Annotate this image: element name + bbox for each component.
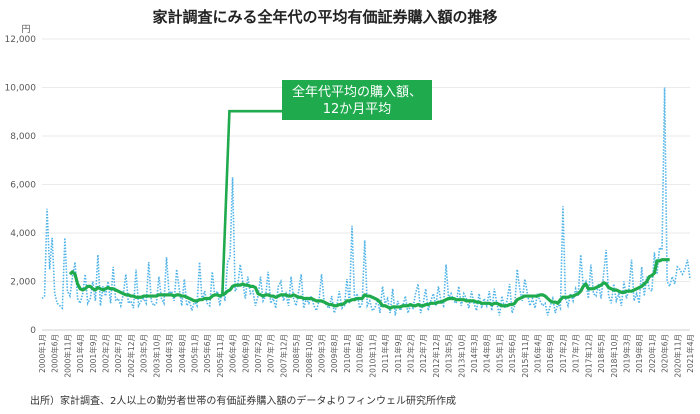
x-tick-label: 2008年10月	[304, 334, 314, 378]
x-tick-label: 2006年4月	[228, 334, 238, 373]
y-tick-label: 12,000	[5, 35, 37, 45]
x-tick-label: 2010年1月	[342, 334, 352, 373]
x-tick-label: 2019年3月	[621, 334, 631, 373]
callout-label: 12か月平均	[323, 102, 392, 117]
x-tick-label: 2007年2月	[253, 334, 263, 373]
x-tick-label: 2005年11月	[215, 334, 225, 378]
y-tick-label: 8,000	[10, 132, 36, 142]
y-axis-ticks: 0 2,000 4,000 6,000 8,000 10,000 12,000	[5, 35, 37, 336]
x-tick-label: 2011年9月	[393, 334, 403, 373]
x-tick-label: 2004年8月	[177, 334, 187, 373]
x-tick-label: 2002年7月	[113, 334, 123, 373]
x-tick-label: 2017年7月	[571, 334, 581, 373]
x-tick-label: 2004年3月	[164, 334, 174, 373]
callout-label: 全年代平均の購入額、	[292, 84, 422, 100]
y-tick-label: 2,000	[10, 278, 36, 288]
source-note: 出所）家計調査、2人以上の勤労者世帯の有価証券購入額のデータよりフィンウェル研究…	[30, 394, 456, 407]
x-tick-label: 2014年8月	[482, 334, 492, 373]
x-tick-label: 2008年5月	[291, 334, 301, 373]
x-tick-label: 2007年12月	[278, 334, 288, 378]
x-tick-label: 2015年1月	[494, 334, 504, 373]
x-tick-label: 2012年12月	[431, 334, 441, 378]
x-tick-label: 2016年9月	[545, 334, 555, 373]
x-tick-label: 2002年12月	[126, 334, 136, 378]
x-tick-label: 2013年10月	[456, 334, 466, 378]
x-tick-label: 2018年10月	[609, 334, 619, 378]
x-tick-label: 2000年1月	[37, 334, 47, 373]
x-tick-label: 2007年7月	[266, 334, 276, 373]
y-axis-unit: 円	[21, 24, 30, 35]
x-tick-label: 2011年4月	[380, 334, 390, 373]
x-axis-ticks: 2000年1月 2000年6月 2000年11月 2001年4月 2001年9月 2002…	[37, 334, 695, 378]
x-tick-label: 2005年1月	[189, 334, 199, 373]
x-tick-label: 2001年4月	[75, 334, 85, 373]
x-tick-label: 2005年6月	[202, 334, 212, 373]
y-tick-label: 0	[30, 326, 36, 336]
callout-box	[282, 80, 432, 120]
chart-title: 家計調査にみる全年代の平均有価証券購入額の推移	[152, 8, 497, 26]
x-tick-label: 2003年5月	[139, 334, 149, 373]
y-tick-label: 4,000	[10, 229, 36, 239]
x-tick-label: 2015年6月	[507, 334, 517, 373]
x-tick-label: 2003年10月	[151, 334, 161, 378]
x-tick-label: 2001年9月	[88, 334, 98, 373]
x-tick-label: 2021年4月	[685, 334, 695, 373]
monthly-series-line	[41, 87, 691, 316]
x-tick-label: 2000年11月	[62, 334, 72, 378]
series-group	[41, 87, 691, 316]
y-tick-label: 6,000	[10, 181, 36, 191]
x-tick-label: 2009年3月	[317, 334, 327, 373]
x-tick-label: 2020年11月	[672, 334, 682, 378]
x-tick-label: 2017年12月	[583, 334, 593, 378]
y-tick-label: 10,000	[5, 84, 37, 94]
x-tick-label: 2009年8月	[329, 334, 339, 373]
x-tick-label: 2010年6月	[355, 334, 365, 373]
x-tick-label: 2017年2月	[558, 334, 568, 373]
average-series-line	[68, 258, 670, 310]
x-tick-label: 2000年6月	[50, 334, 60, 373]
x-tick-label: 2013年5月	[444, 334, 454, 373]
callout: 全年代平均の購入額、 12か月平均	[221, 80, 432, 294]
x-tick-label: 2012年2月	[405, 334, 415, 373]
x-tick-label: 2014年3月	[469, 334, 479, 373]
x-tick-label: 2012年7月	[418, 334, 428, 373]
x-tick-label: 2019年8月	[634, 334, 644, 373]
x-tick-label: 2020年6月	[660, 334, 670, 373]
x-tick-label: 2018年5月	[596, 334, 606, 373]
x-tick-label: 2015年11月	[520, 334, 530, 378]
x-tick-label: 2016年4月	[533, 334, 543, 373]
x-tick-label: 2010年11月	[367, 334, 377, 378]
x-tick-label: 2002年2月	[101, 334, 111, 373]
callout-pointer	[221, 109, 282, 294]
x-tick-label: 2006年9月	[240, 334, 250, 373]
x-tick-label: 2020年1月	[647, 334, 657, 373]
